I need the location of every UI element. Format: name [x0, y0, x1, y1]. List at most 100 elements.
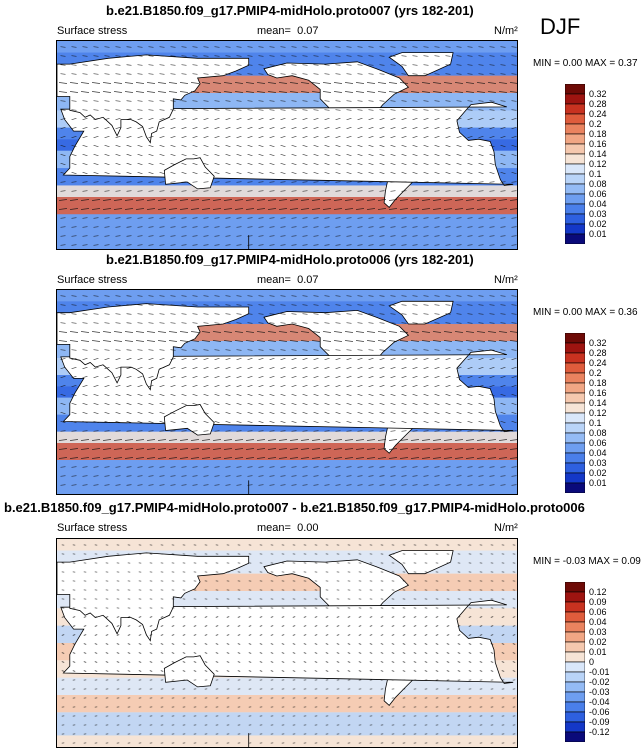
colorbar-box	[564, 123, 586, 135]
colorbar-tick-label: 0.03	[589, 626, 607, 637]
colorbar-box	[564, 233, 586, 245]
panel-1-map	[56, 40, 518, 250]
colorbar-box	[564, 332, 586, 344]
map-canvas	[57, 41, 517, 249]
panel-1-units: N/m²	[494, 25, 518, 37]
colorbar-box	[564, 691, 586, 703]
colorbar-box	[564, 213, 586, 225]
colorbar-box	[564, 701, 586, 713]
colorbar-box	[564, 362, 586, 374]
colorbar-boxes	[564, 83, 586, 245]
colorbar-box	[564, 432, 586, 444]
colorbar-box	[564, 392, 586, 404]
panel-2-map	[56, 289, 518, 495]
colorbar-tick-label: 0.04	[589, 198, 607, 209]
colorbar-box	[564, 133, 586, 145]
panel-3-title: b.e21.B1850.f09_g17.PMIP4-midHolo.proto0…	[4, 500, 585, 515]
colorbar-tick-label: 0.01	[589, 477, 607, 488]
colorbar-box	[564, 83, 586, 95]
panel-2-variable-label: Surface stress	[57, 274, 128, 286]
colorbar-box	[564, 621, 586, 633]
colorbar-tick-label: 0.14	[589, 397, 607, 408]
colorbar-tick-label: 0.01	[589, 228, 607, 239]
colorbar-box	[564, 462, 586, 474]
colorbar-box	[564, 452, 586, 464]
colorbar-box	[564, 601, 586, 613]
colorbar-box	[564, 651, 586, 663]
colorbar-tick-label: -0.02	[589, 676, 610, 687]
colorbar-box	[564, 721, 586, 733]
colorbar-box	[564, 422, 586, 434]
colorbar-box	[564, 173, 586, 185]
colorbar-tick-label: 0.14	[589, 148, 607, 159]
colorbar-box	[564, 153, 586, 165]
colorbar-tick-label: 0.04	[589, 447, 607, 458]
colorbar-tick-label: 0.09	[589, 596, 607, 607]
map-canvas	[57, 539, 517, 747]
colorbar-box	[564, 681, 586, 693]
panel-1-mean: mean= 0.07	[257, 25, 319, 37]
colorbar-tick-label: 0.24	[589, 357, 607, 368]
colorbar-box	[564, 163, 586, 175]
season-label: DJF	[540, 14, 581, 39]
colorbar-tick-label: 0.06	[589, 188, 607, 199]
colorbar-tick-label: -0.04	[589, 696, 610, 707]
colorbar-tick-label: 0.12	[589, 586, 607, 597]
panel-1-variable-label: Surface stress	[57, 25, 128, 37]
colorbar-tick-label: -0.09	[589, 716, 610, 727]
colorbar-tick-label: 0.02	[589, 636, 607, 647]
colorbar-box	[564, 671, 586, 683]
colorbar-box	[564, 342, 586, 354]
colorbar-box	[564, 93, 586, 105]
panel-1-title: b.e21.B1850.f09_g17.PMIP4-midHolo.proto0…	[106, 3, 474, 18]
colorbar-tick-label: 0.16	[589, 138, 607, 149]
colorbar-tick-label: -0.06	[589, 706, 610, 717]
colorbar-box	[564, 103, 586, 115]
colorbar-tick-label: 0.24	[589, 108, 607, 119]
panel-3-colorbar: 0.12 0.09 0.06 0.04 0.03 0.02 0.01 0 -0.01 -0.02-…	[564, 581, 610, 743]
colorbar-tick-label: 0.03	[589, 208, 607, 219]
panel-3-minmax: MIN = -0.03 MAX = 0.09	[533, 556, 641, 567]
panel-3-map	[56, 538, 518, 748]
colorbar-box	[564, 193, 586, 205]
colorbar-tick-label: 0.28	[589, 98, 607, 109]
colorbar-box	[564, 482, 586, 494]
colorbar-box	[564, 611, 586, 623]
colorbar-tick-label: 0.16	[589, 387, 607, 398]
colorbar-box	[564, 711, 586, 723]
colorbar-tick-label: -0.12	[589, 726, 610, 737]
colorbar-tick-label: 0.32	[589, 88, 607, 99]
colorbar-tick-label: 0.1	[589, 417, 602, 428]
colorbar-tick-label: 0.18	[589, 128, 607, 139]
colorbar-boxes	[564, 581, 586, 743]
colorbar-tick-label: 0.02	[589, 218, 607, 229]
colorbar-box	[564, 641, 586, 653]
colorbar-tick-label: 0.12	[589, 407, 607, 418]
colorbar-box	[564, 402, 586, 414]
colorbar-box	[564, 731, 586, 743]
colorbar-tick-label: 0.08	[589, 178, 607, 189]
colorbar-tick-label: 0.1	[589, 168, 602, 179]
map-canvas	[57, 290, 517, 494]
panel-2-title: b.e21.B1850.f09_g17.PMIP4-midHolo.proto0…	[106, 252, 474, 267]
colorbar-tick-label: 0.2	[589, 118, 602, 129]
colorbar-tick-label: 0.08	[589, 427, 607, 438]
panel-1-colorbar: 0.32 0.28 0.24 0.2 0.18 0.16 0.14 0.12 0.1 0.08 0.…	[564, 83, 607, 245]
colorbar-box	[564, 442, 586, 454]
colorbar-box	[564, 352, 586, 364]
panel-1-minmax: MIN = 0.00 MAX = 0.37	[533, 58, 638, 69]
colorbar-box	[564, 143, 586, 155]
colorbar-box	[564, 223, 586, 235]
colorbar-tick-label: -0.03	[589, 686, 610, 697]
colorbar-boxes	[564, 332, 586, 494]
colorbar-tick-label: 0.28	[589, 347, 607, 358]
colorbar-tick-label: 0.2	[589, 367, 602, 378]
colorbar-tick-label: 0.32	[589, 337, 607, 348]
colorbar-box	[564, 183, 586, 195]
colorbar-box	[564, 412, 586, 424]
colorbar-box	[564, 113, 586, 125]
colorbar-box	[564, 591, 586, 603]
colorbar-tick-label: 0	[589, 656, 595, 667]
colorbar-tick-label: 0.03	[589, 457, 607, 468]
colorbar-box	[564, 472, 586, 484]
